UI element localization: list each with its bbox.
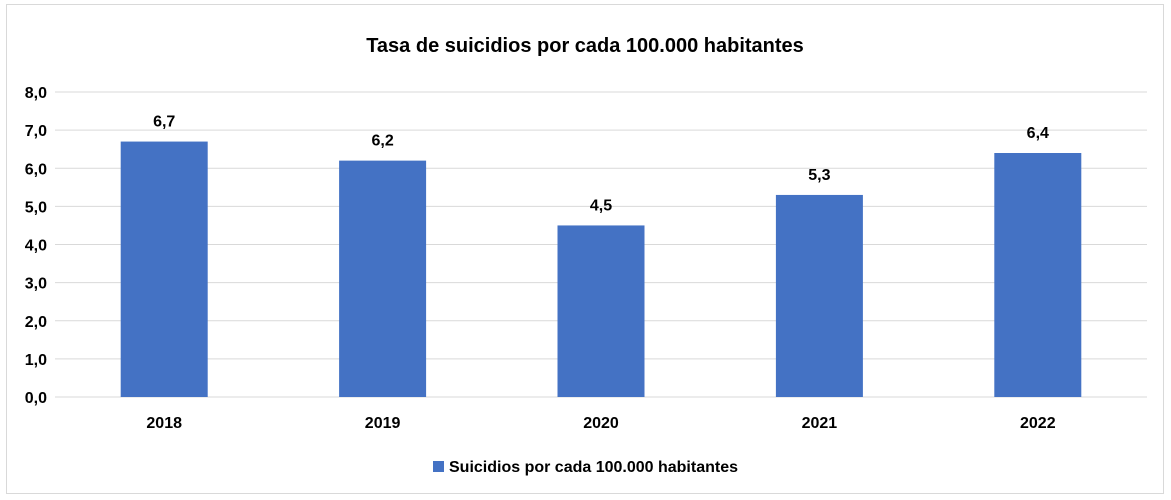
x-axis-ticks: 2018 2019 2020 2021 2022 <box>146 415 1055 432</box>
data-label-2020: 4,5 <box>590 197 612 214</box>
x-tick-label: 2022 <box>1020 415 1056 432</box>
bars <box>120 141 1082 397</box>
legend-label: Suicidios por cada 100.000 habitantes <box>449 459 738 476</box>
legend: Suicidios por cada 100.000 habitantes <box>433 459 738 476</box>
bar-2022 <box>994 153 1082 397</box>
y-tick-label: 7,0 <box>25 123 47 140</box>
data-labels: 6,7 6,2 4,5 5,3 6,4 <box>153 114 1049 215</box>
data-label-2019: 6,2 <box>371 133 393 150</box>
bar-2020 <box>557 225 645 397</box>
legend-swatch <box>433 461 444 472</box>
gridlines <box>55 91 1147 398</box>
y-tick-label: 1,0 <box>25 352 47 369</box>
y-tick-label: 4,0 <box>25 238 47 255</box>
y-tick-label: 2,0 <box>25 314 47 331</box>
y-tick-label: 3,0 <box>25 276 47 293</box>
data-label-2022: 6,4 <box>1027 125 1049 142</box>
y-tick-label: 6,0 <box>25 161 47 178</box>
y-tick-label: 8,0 <box>25 85 47 102</box>
chart-title: Tasa de suicidios por cada 100.000 habit… <box>366 35 804 57</box>
x-tick-label: 2018 <box>146 415 182 432</box>
data-label-2021: 5,3 <box>808 167 830 184</box>
x-tick-label: 2020 <box>583 415 619 432</box>
y-axis-ticks: 0,0 1,0 2,0 3,0 4,0 5,0 6,0 7,0 8,0 <box>25 85 47 407</box>
x-tick-label: 2021 <box>802 415 838 432</box>
bar-2018 <box>120 141 208 397</box>
bar-2021 <box>775 194 863 397</box>
data-label-2018: 6,7 <box>153 114 175 131</box>
bar-2019 <box>339 160 427 397</box>
y-tick-label: 0,0 <box>25 390 47 407</box>
y-tick-label: 5,0 <box>25 199 47 216</box>
x-tick-label: 2019 <box>365 415 401 432</box>
